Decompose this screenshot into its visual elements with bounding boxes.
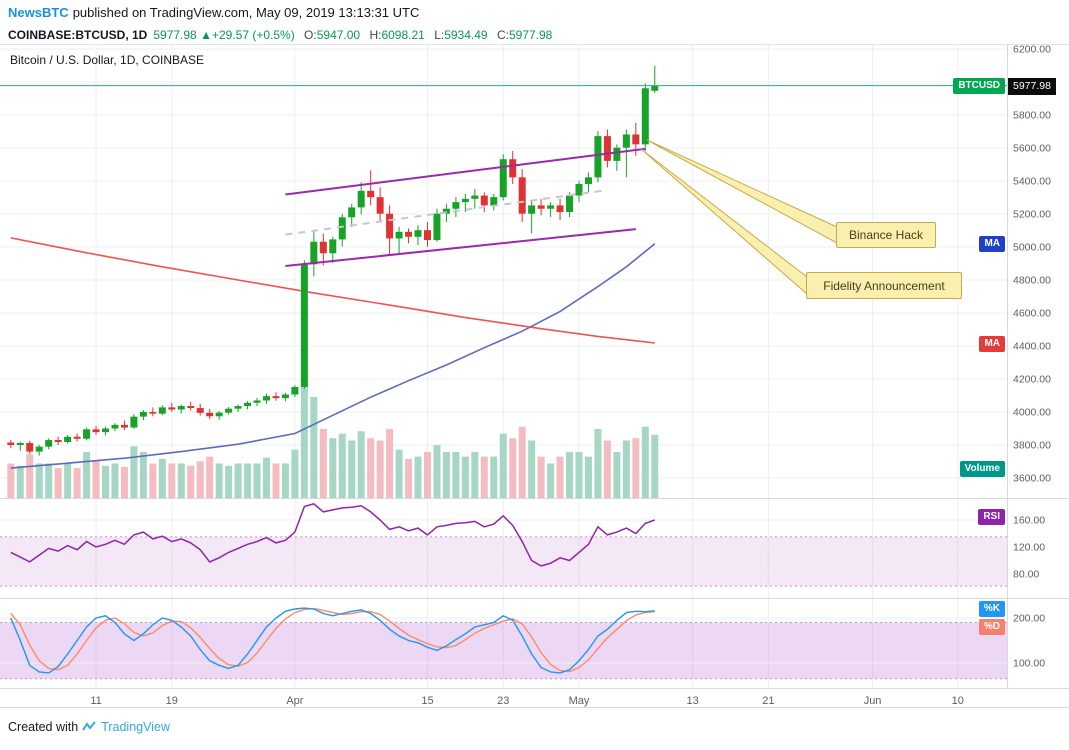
svg-text:23: 23 — [497, 695, 509, 707]
price-chart-canvas[interactable]: 6200.00 5800.00 5600.00 5400.00 5200.00 5000.… — [0, 45, 1069, 708]
high-value: 6098.21 — [381, 28, 425, 42]
last-price-axis-label: 5977.98 — [1008, 78, 1056, 95]
rsi-badge[interactable]: RSI — [978, 509, 1005, 525]
svg-text:120.00: 120.00 — [1013, 542, 1045, 554]
svg-text:5800.00: 5800.00 — [1013, 110, 1051, 122]
last-price: 5977.98 — [153, 28, 197, 42]
tradingview-link[interactable]: TradingView — [101, 720, 170, 734]
svg-text:4000.00: 4000.00 — [1013, 407, 1051, 419]
svg-text:19: 19 — [166, 695, 178, 707]
svg-text:4200.00: 4200.00 — [1013, 374, 1051, 386]
svg-text:May: May — [569, 695, 590, 707]
ma-slow-badge[interactable]: MA — [979, 336, 1005, 352]
svg-text:Jun: Jun — [864, 695, 882, 707]
open-value: 5947.00 — [316, 28, 361, 42]
svg-text:4600.00: 4600.00 — [1013, 308, 1051, 320]
change-arrow-icon: ▲ — [200, 28, 212, 42]
publish-info: published on TradingView.com, May 09, 20… — [72, 5, 420, 20]
close-value: 5977.98 — [508, 28, 553, 42]
low-label: L: — [434, 28, 445, 42]
svg-text:Apr: Apr — [286, 695, 303, 707]
symbol-name[interactable]: COINBASE:BTCUSD, 1D — [8, 28, 148, 42]
publisher-link[interactable]: NewsBTC — [8, 5, 69, 20]
chart-legend-title: Bitcoin / U.S. Dollar, 1D, COINBASE — [10, 53, 205, 67]
svg-text:4400.00: 4400.00 — [1013, 341, 1051, 353]
footer: Created with TradingView — [8, 720, 1069, 734]
svg-text:160.00: 160.00 — [1013, 515, 1045, 527]
svg-text:100.00: 100.00 — [1013, 658, 1045, 670]
svg-text:15: 15 — [421, 695, 433, 707]
svg-text:6200.00: 6200.00 — [1013, 45, 1051, 56]
svg-text:13: 13 — [687, 695, 699, 707]
svg-text:3800.00: 3800.00 — [1013, 440, 1051, 452]
high-label: H: — [369, 28, 382, 42]
svg-text:11: 11 — [90, 695, 101, 707]
price-change: +29.57 (+0.5%) — [211, 28, 295, 42]
svg-text:10: 10 — [952, 695, 964, 707]
svg-text:5000.00: 5000.00 — [1013, 242, 1051, 254]
svg-text:5200.00: 5200.00 — [1013, 209, 1051, 221]
close-label: C: — [496, 28, 509, 42]
svg-text:21: 21 — [762, 695, 774, 707]
symbol-info-bar: COINBASE:BTCUSD, 1D 5977.98 ▲+29.57 (+0.5… — [0, 26, 1069, 44]
volume-badge[interactable]: Volume — [959, 461, 1005, 477]
chart-area: 6200.00 5800.00 5600.00 5400.00 5200.00 5000.… — [0, 44, 1069, 708]
annotation-binance-hack[interactable]: Binance Hack — [836, 222, 936, 248]
annotation-fidelity-announcement[interactable]: Fidelity Announcement — [806, 272, 962, 299]
open-label: O: — [304, 28, 317, 42]
svg-text:4800.00: 4800.00 — [1013, 275, 1051, 287]
svg-text:5600.00: 5600.00 — [1013, 143, 1051, 155]
stoch-d-badge[interactable]: %D — [978, 619, 1005, 635]
svg-text:80.00: 80.00 — [1013, 569, 1039, 581]
low-value: 5934.49 — [444, 28, 488, 42]
svg-text:200.00: 200.00 — [1013, 613, 1045, 625]
created-with-label: Created with — [8, 720, 79, 734]
symbol-axis-badge[interactable]: BTCUSD — [953, 78, 1005, 94]
tradingview-logo-icon — [82, 721, 96, 731]
publish-banner: NewsBTC published on TradingView.com, May… — [0, 0, 1069, 26]
svg-text:3600.00: 3600.00 — [1013, 473, 1051, 485]
ma-fast-badge[interactable]: MA — [979, 236, 1005, 252]
svg-text:5400.00: 5400.00 — [1013, 176, 1051, 188]
stoch-k-badge[interactable]: %K — [978, 601, 1005, 617]
